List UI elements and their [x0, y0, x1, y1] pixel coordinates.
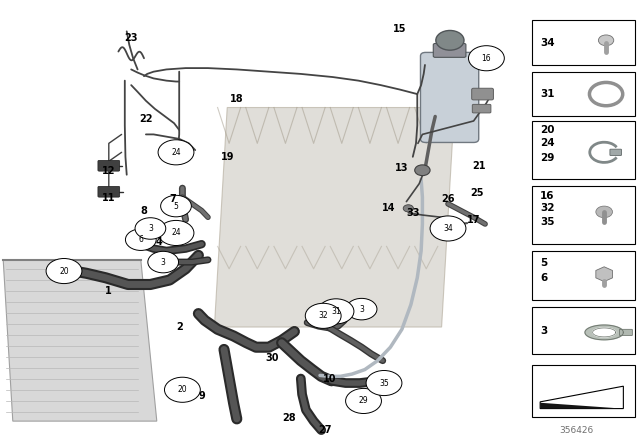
Text: 17: 17	[467, 215, 481, 224]
Text: 30: 30	[265, 353, 279, 363]
Circle shape	[436, 30, 464, 50]
Text: 3: 3	[540, 326, 547, 336]
Circle shape	[346, 388, 381, 414]
Text: 21: 21	[472, 161, 486, 171]
Text: 4: 4	[156, 237, 162, 247]
FancyBboxPatch shape	[532, 72, 635, 116]
Text: 23: 23	[124, 33, 138, 43]
Circle shape	[46, 258, 82, 284]
Text: 6: 6	[138, 235, 143, 244]
Text: 24: 24	[171, 228, 181, 237]
Text: 34: 34	[540, 38, 555, 47]
Circle shape	[366, 370, 402, 396]
Circle shape	[346, 298, 377, 320]
Polygon shape	[3, 260, 157, 421]
FancyBboxPatch shape	[420, 52, 479, 142]
FancyBboxPatch shape	[532, 186, 635, 244]
FancyBboxPatch shape	[472, 104, 491, 113]
Text: 20: 20	[540, 125, 555, 135]
Text: 16: 16	[481, 54, 492, 63]
FancyBboxPatch shape	[98, 160, 120, 171]
FancyBboxPatch shape	[532, 121, 635, 179]
Circle shape	[305, 303, 341, 328]
Text: 1: 1	[106, 286, 112, 296]
Text: 32: 32	[540, 203, 555, 213]
Text: 24: 24	[171, 148, 181, 157]
Circle shape	[318, 299, 354, 324]
Circle shape	[430, 216, 466, 241]
Text: 8: 8	[141, 206, 147, 215]
FancyBboxPatch shape	[620, 329, 632, 336]
Polygon shape	[593, 328, 616, 337]
Text: 20: 20	[59, 267, 69, 276]
Circle shape	[164, 377, 200, 402]
Polygon shape	[214, 108, 454, 327]
FancyBboxPatch shape	[532, 20, 635, 65]
Text: 34: 34	[443, 224, 453, 233]
Polygon shape	[540, 403, 622, 409]
Text: 29: 29	[358, 396, 369, 405]
Circle shape	[161, 195, 191, 217]
Circle shape	[158, 140, 194, 165]
Text: 13: 13	[394, 163, 408, 173]
Text: 26: 26	[441, 194, 455, 204]
FancyBboxPatch shape	[532, 251, 635, 300]
Text: 3: 3	[359, 305, 364, 314]
FancyBboxPatch shape	[472, 88, 493, 100]
Text: 27: 27	[318, 425, 332, 435]
Text: 31: 31	[540, 89, 555, 99]
Text: 29: 29	[540, 153, 554, 163]
FancyBboxPatch shape	[610, 149, 621, 155]
FancyBboxPatch shape	[98, 186, 120, 197]
Text: 25: 25	[470, 188, 484, 198]
Text: 5: 5	[540, 258, 547, 268]
Text: 5: 5	[173, 202, 179, 211]
Circle shape	[148, 251, 179, 273]
Text: 31: 31	[331, 307, 341, 316]
Text: 6: 6	[540, 273, 547, 283]
Text: 19: 19	[220, 152, 234, 162]
Text: 16: 16	[540, 191, 555, 201]
Text: 11: 11	[102, 193, 116, 203]
Text: 28: 28	[282, 413, 296, 422]
FancyBboxPatch shape	[532, 365, 635, 417]
FancyBboxPatch shape	[536, 383, 628, 410]
Text: 356426: 356426	[559, 426, 593, 435]
Circle shape	[598, 35, 614, 46]
Text: 18: 18	[230, 94, 244, 103]
FancyBboxPatch shape	[532, 307, 635, 354]
Text: 20: 20	[177, 385, 188, 394]
Text: 3: 3	[148, 224, 153, 233]
Text: 15: 15	[393, 24, 407, 34]
Text: 3: 3	[161, 258, 166, 267]
Polygon shape	[540, 386, 623, 409]
FancyBboxPatch shape	[433, 43, 466, 57]
Circle shape	[596, 206, 612, 218]
Text: 24: 24	[540, 138, 555, 148]
Text: 12: 12	[102, 166, 116, 176]
Circle shape	[135, 218, 166, 239]
Circle shape	[158, 220, 194, 246]
Text: 35: 35	[379, 379, 389, 388]
Text: 32: 32	[318, 311, 328, 320]
Text: 10: 10	[323, 374, 337, 383]
Polygon shape	[585, 325, 623, 340]
Text: 22: 22	[139, 114, 153, 124]
Polygon shape	[596, 267, 612, 282]
Circle shape	[125, 229, 156, 250]
Text: 14: 14	[382, 203, 396, 213]
Text: 33: 33	[406, 208, 420, 218]
Circle shape	[415, 165, 430, 176]
Text: 7: 7	[170, 194, 176, 204]
Text: 35: 35	[540, 217, 555, 227]
Text: 9: 9	[198, 392, 205, 401]
Circle shape	[403, 205, 413, 212]
Text: 2: 2	[176, 322, 182, 332]
Circle shape	[468, 46, 504, 71]
